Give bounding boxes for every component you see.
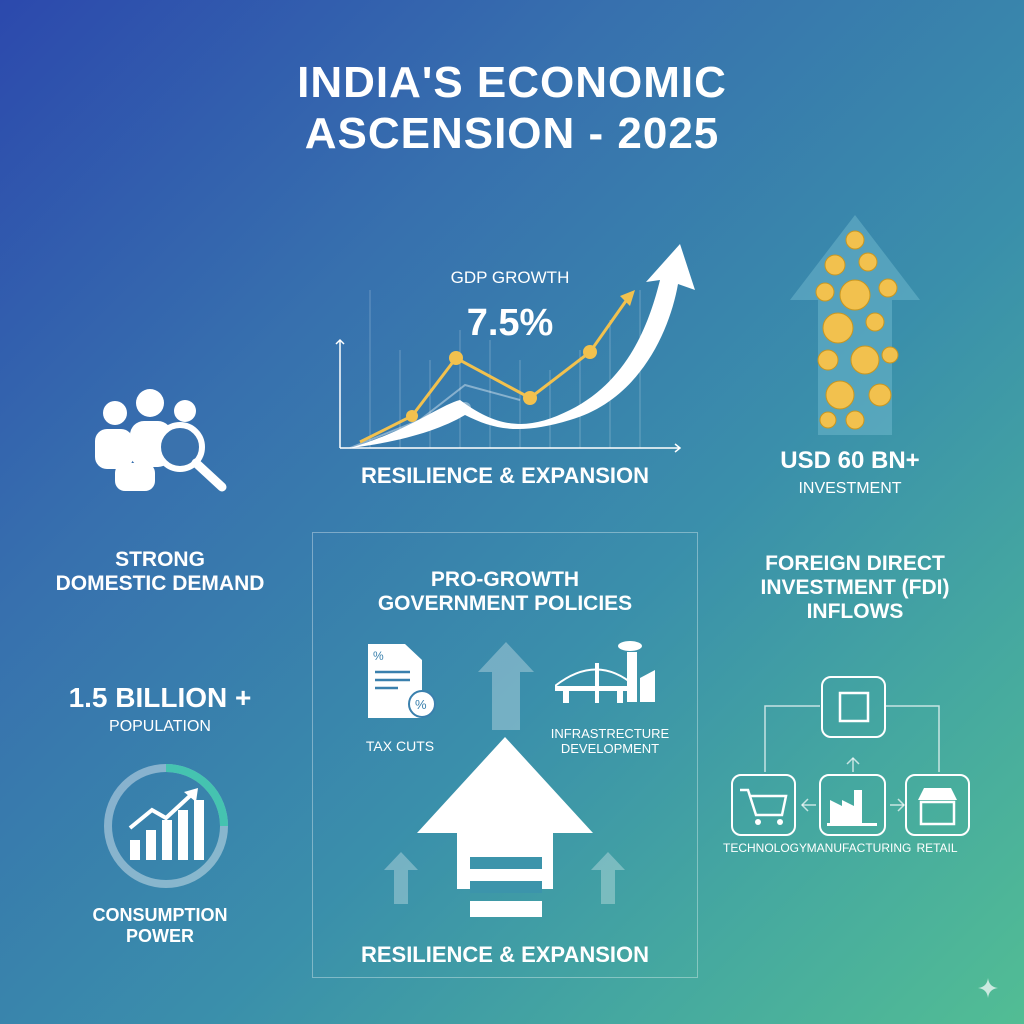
gdp-caption: RESILIENCE & EXPANSION <box>360 463 650 488</box>
coins-arrow-icon <box>790 215 920 435</box>
small-arrow-up-icon <box>384 852 418 904</box>
gdp-label: GDP GROWTH <box>450 268 570 287</box>
small-arrow-up-icon <box>591 852 625 904</box>
sector-technology: TECHNOLOGY <box>722 841 807 855</box>
cart-icon <box>731 774 796 836</box>
people-search-icon <box>95 389 227 492</box>
infrastructure-label: INFRASTRECTURE DEVELOPMENT <box>550 726 670 756</box>
gdp-growth-chart-illustration <box>335 244 695 453</box>
growth-line <box>359 297 630 444</box>
svg-text:%: % <box>373 649 384 663</box>
consumption-label: CONSUMPTION POWER <box>92 905 228 946</box>
population-value: 1.5 BILLION + <box>68 682 252 713</box>
gdp-value: 7.5% <box>466 302 554 344</box>
investment-label: INVESTMENT <box>798 480 902 497</box>
fdi-title: FOREIGN DIRECT INVESTMENT (FDI) INFLOWS <box>760 552 950 624</box>
sparkle-icon <box>978 978 998 998</box>
consumption-gauge-icon <box>104 764 228 888</box>
store-icon <box>905 774 970 836</box>
policies-panel <box>312 532 698 978</box>
factory-icon <box>819 774 886 836</box>
chip-icon <box>821 676 886 738</box>
demand-title: STRONG DOMESTIC DEMAND <box>55 548 265 596</box>
population-label: POPULATION <box>109 718 211 735</box>
sector-manufacturing: MANUFACTURING <box>806 841 912 855</box>
sector-retail: RETAIL <box>916 841 958 855</box>
investment-value: USD 60 BN+ <box>780 447 920 474</box>
tax-document-icon: % % <box>368 644 436 718</box>
fdi-sector-diagram <box>731 676 970 836</box>
large-arrow-up-icon <box>417 737 593 917</box>
bridge-factory-icon <box>555 641 655 703</box>
small-arrow-up-icon <box>478 642 534 730</box>
policies-title: PRO-GROWTH GOVERNMENT POLICIES <box>377 568 633 616</box>
growth-arrow <box>350 244 695 448</box>
page-title: INDIA'S ECONOMIC ASCENSION - 2025 <box>297 58 727 158</box>
svg-text:%: % <box>415 697 427 712</box>
policies-caption: RESILIENCE & EXPANSION <box>360 942 650 967</box>
tax-cuts-label: TAX CUTS <box>365 738 435 754</box>
